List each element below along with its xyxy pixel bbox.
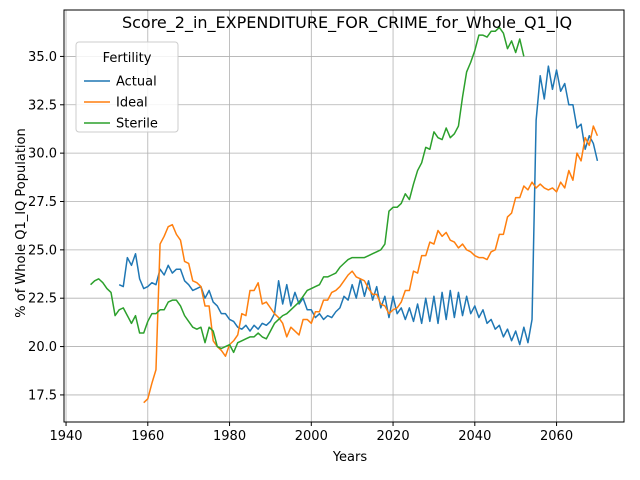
series-line-actual <box>118 65 599 346</box>
legend-label-sterile: Sterile <box>116 117 158 132</box>
y-tick-label: 22.5 <box>28 292 57 307</box>
x-axis-label: Years <box>332 450 368 465</box>
y-tick-label: 17.5 <box>28 388 57 403</box>
legend-label-actual: Actual <box>116 75 157 90</box>
y-tick-label: 32.5 <box>28 98 57 113</box>
x-tick-label: 2020 <box>377 429 410 444</box>
y-tick-label: 25.0 <box>28 243 57 258</box>
x-tick-label: 1960 <box>131 429 164 444</box>
plot-frame <box>63 9 625 423</box>
x-tick-label: 1980 <box>213 429 246 444</box>
x-tick-label: 2040 <box>458 429 491 444</box>
legend: Fertility Actual Ideal Sterile <box>75 41 179 133</box>
y-axis-ticks: 17.5 20.0 22.5 25.0 27.5 30.0 32.5 35.0 <box>28 50 64 403</box>
y-tick-label: 30.0 <box>28 147 57 162</box>
legend-title: Fertility <box>103 51 152 66</box>
series-line-sterile <box>90 26 525 354</box>
y-axis-label: % of Whole Q1_IQ Population <box>14 128 29 317</box>
chart-title: Score_2_in_EXPENDITURE_FOR_CRIME_for_Who… <box>122 13 572 33</box>
series-lines <box>90 26 599 404</box>
series-line-ideal <box>143 125 599 404</box>
y-tick-label: 27.5 <box>28 195 57 210</box>
x-tick-label: 2000 <box>295 429 328 444</box>
y-tick-label: 35.0 <box>28 50 57 65</box>
x-tick-label: 1940 <box>49 429 82 444</box>
x-tick-label: 2060 <box>540 429 573 444</box>
x-axis-ticks: 1940 1960 1980 2000 2020 2040 2060 <box>49 422 573 444</box>
legend-label-ideal: Ideal <box>116 96 148 111</box>
y-tick-label: 20.0 <box>28 340 57 355</box>
legend-box <box>75 41 179 133</box>
